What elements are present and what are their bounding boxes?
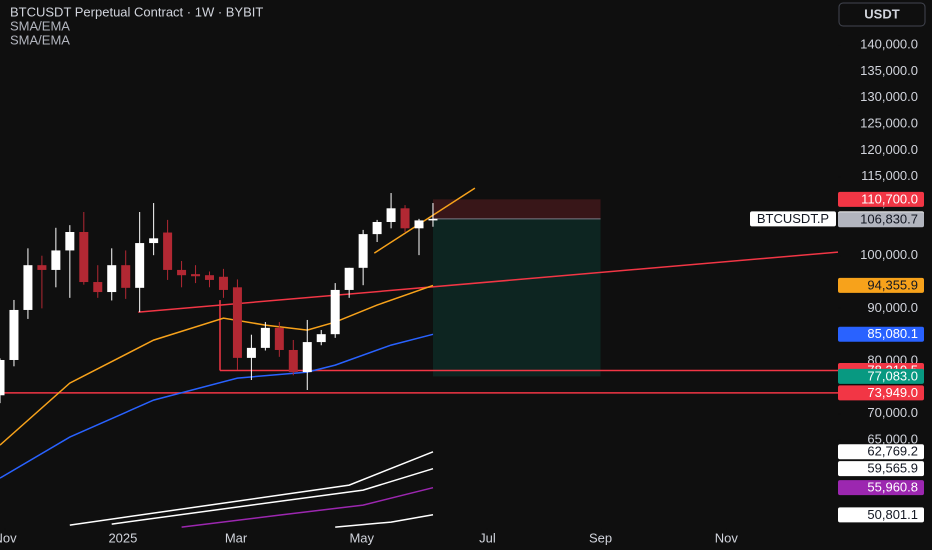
candle-body (232, 287, 242, 358)
price-axis: 140,000.0 135,000.0 130,000.0 125,000.0 120,… (838, 36, 924, 523)
candle-body (400, 208, 410, 229)
candle-body (316, 334, 326, 343)
y-tick-label: 135,000.0 (860, 63, 918, 78)
indicator-line (0, 333, 434, 479)
price-tag-label: 94,355.9 (867, 277, 918, 292)
candle-body (79, 232, 89, 283)
currency-label[interactable]: USDT (864, 6, 899, 21)
price-tag-label: 85,080.1 (867, 326, 918, 341)
candle-body (149, 238, 159, 244)
indicator-line (69, 451, 434, 526)
candle-body (65, 232, 75, 251)
candle-body (260, 327, 270, 348)
y-tick-label: 90,000.0 (867, 300, 918, 315)
price-tag-label: 59,565.9 (867, 461, 918, 476)
price-tag-label: 73,949.0 (867, 385, 918, 400)
x-tick-label: Mar (225, 530, 248, 545)
price-tag-label: 77,083.0 (867, 368, 918, 383)
candle-body (107, 265, 117, 293)
price-tag (838, 480, 924, 496)
symbol-label: BTCUSDT.P (757, 211, 829, 226)
price-tag (838, 212, 924, 228)
trend-line (138, 251, 838, 313)
candle-body (93, 282, 103, 293)
legend-item: SMA/EMA (10, 32, 70, 47)
price-tag (838, 444, 924, 460)
position-target-zone (432, 218, 601, 377)
candle-body (177, 269, 187, 276)
y-tick-label: 100,000.0 (860, 247, 918, 262)
trend-line (373, 187, 476, 254)
y-tick-label: 125,000.0 (860, 115, 918, 130)
y-tick-label: 65,000.0 (867, 431, 918, 446)
indicator-line (181, 486, 434, 528)
candle-body (23, 265, 33, 310)
candle-body (344, 267, 354, 290)
y-tick-label: 120,000.0 (860, 142, 918, 157)
price-tag (838, 461, 924, 477)
candle-body (414, 220, 424, 229)
indicator-line (111, 467, 434, 525)
price-tag (838, 191, 924, 207)
candle-body (51, 250, 61, 270)
candle-body (302, 342, 312, 373)
price-tag-label: 62,769.2 (867, 444, 918, 459)
candle-body (121, 265, 131, 288)
position-stop-zone (432, 199, 601, 219)
price-tag-label: 50,801.1 (867, 507, 918, 522)
x-tick-label: 2025 (108, 530, 137, 545)
candle-body (246, 347, 256, 358)
candle-body (37, 265, 47, 270)
plot-area (0, 187, 838, 528)
candle-body (163, 232, 173, 270)
x-tick-label: May (349, 530, 374, 545)
currency-button[interactable] (838, 2, 926, 27)
candle-body (135, 243, 145, 288)
price-tag (838, 277, 924, 293)
legend-item: SMA/EMA (10, 18, 70, 33)
price-tag-label: 55,960.8 (867, 480, 918, 495)
candle-body (372, 221, 382, 235)
candle-body (288, 349, 298, 373)
x-tick-label: Nov (715, 530, 739, 545)
candle-body (218, 276, 228, 290)
candle-body (9, 309, 19, 360)
price-tag (838, 326, 924, 342)
candle-body (205, 275, 214, 280)
indicator-line (335, 514, 434, 528)
candle-body (386, 208, 396, 222)
price-tag-label: 110,700.0 (861, 191, 918, 206)
x-tick-label: Nov (0, 530, 17, 545)
price-tag (838, 385, 924, 401)
candle-body (358, 234, 368, 268)
chart-title: BTCUSDT Perpetual Contract · 1W · BYBIT (10, 4, 263, 19)
x-tick-label: Sep (589, 530, 612, 545)
y-tick-label: 115,000.0 (861, 168, 918, 183)
candle-body (191, 274, 201, 277)
candle-body (274, 327, 284, 350)
candle-body (330, 289, 340, 335)
candle-body (0, 359, 5, 396)
price-tag (838, 368, 924, 384)
y-tick-label: 70,000.0 (867, 405, 918, 420)
y-tick-label: 140,000.0 (860, 36, 918, 51)
price-tag-label: 106,830.7 (860, 212, 918, 227)
price-tag (838, 507, 924, 523)
candle-body (428, 218, 438, 221)
x-tick-label: Jul (479, 530, 496, 545)
y-tick-label: 130,000.0 (860, 89, 918, 104)
symbol-tag (750, 211, 836, 227)
